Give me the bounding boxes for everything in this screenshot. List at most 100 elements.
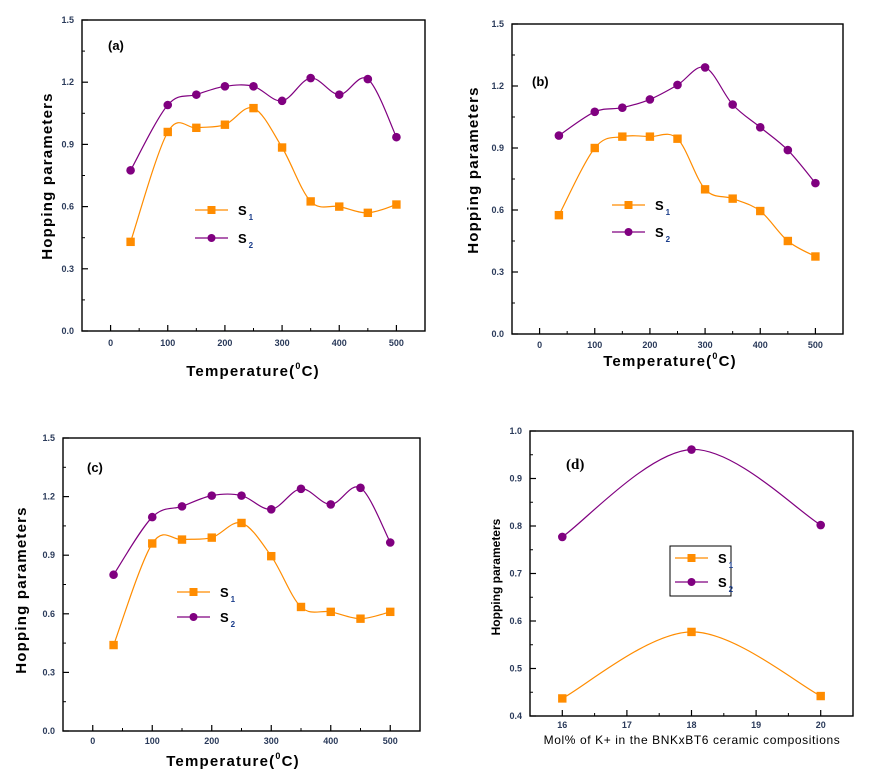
y-tick-label: 1.0: [509, 426, 522, 436]
series-line-s2: [130, 77, 397, 171]
legend-marker-s2: [207, 234, 216, 242]
data-point-s1: [109, 640, 118, 650]
data-point-s2: [673, 80, 682, 90]
plot-frame: [511, 23, 844, 335]
data-point-s2: [811, 178, 820, 188]
x-tick-label: 20: [816, 720, 826, 730]
data-point-s1: [558, 694, 567, 703]
data-point-s2: [126, 166, 135, 175]
y-tick-label: 1.2: [42, 492, 55, 502]
legend-label-main: S: [220, 610, 229, 625]
data-point-s2: [728, 100, 737, 109]
legend-label-subscript: 2: [249, 241, 254, 250]
legend-marker-s1: [687, 554, 696, 562]
y-tick-label: 0.7: [509, 569, 522, 579]
x-tick-label: 500: [383, 736, 398, 746]
x-axis-title-unit: C): [719, 353, 737, 370]
x-tick-label: 200: [204, 736, 219, 746]
legend-label-main: S: [718, 551, 727, 566]
data-point-s1: [296, 602, 306, 612]
series-line-s1: [558, 133, 816, 258]
x-axis-title: Temperature(0C): [603, 351, 737, 370]
y-tick-label: 0.4: [509, 711, 522, 721]
data-point-s2: [392, 132, 401, 142]
x-axis-title-degree: 0: [295, 361, 301, 371]
legend-marker-s2: [624, 228, 633, 236]
x-tick-label: 0: [108, 338, 113, 348]
legend-box: [669, 545, 732, 597]
data-point-s2: [249, 82, 258, 91]
series-line-s2: [561, 448, 822, 538]
plot-frame: [81, 19, 426, 332]
data-point-s1: [177, 535, 187, 544]
x-tick-label: 500: [808, 340, 823, 350]
data-point-s2: [163, 100, 173, 110]
y-tick-label: 0.0: [61, 326, 74, 336]
data-point-s1: [277, 143, 287, 152]
legend-marker-s1: [624, 201, 633, 209]
y-tick-label: 0.0: [491, 329, 504, 339]
legend-marker-s2: [687, 578, 696, 586]
y-tick-label: 0.9: [42, 550, 55, 560]
data-point-s1: [237, 518, 246, 528]
data-point-s1: [326, 607, 335, 617]
x-tick-label: 500: [389, 338, 404, 348]
y-tick-label: 0.3: [491, 267, 504, 277]
data-point-s1: [811, 252, 820, 261]
plot-frame: [62, 437, 421, 732]
y-tick-label: 0.5: [509, 664, 522, 674]
series-line-s1: [130, 106, 397, 242]
x-axis-title-degree: 0: [712, 351, 718, 361]
data-point-s2: [554, 131, 564, 140]
data-point-s1: [249, 103, 258, 113]
y-tick-label: 0.6: [491, 205, 504, 215]
y-tick-label: 1.5: [491, 19, 504, 29]
x-tick-label: 200: [217, 338, 232, 348]
x-tick-label: 0: [90, 736, 95, 746]
panel-label: (b): [532, 74, 549, 89]
data-point-s1: [363, 208, 373, 218]
series-line-s1: [562, 631, 821, 699]
data-point-s1: [554, 210, 564, 220]
legend-label-subscript: 1: [249, 213, 254, 222]
x-tick-label: 100: [160, 338, 175, 348]
data-point-s2: [296, 484, 306, 494]
x-tick-label: 19: [751, 720, 761, 730]
data-point-s2: [356, 483, 365, 493]
data-point-s2: [783, 145, 793, 155]
chart-panel-a: 0.0 0.3 0.6 0.9 1.2 1.5 0 100 200 300 400 500 (a) Hop…: [39, 15, 426, 380]
y-tick-label: 0.6: [42, 609, 55, 619]
panel-label: (a): [108, 38, 124, 53]
data-point-s1: [163, 127, 172, 137]
y-tick-label: 0.9: [61, 139, 74, 149]
data-point-s2: [590, 107, 600, 117]
legend: S 1S 2: [177, 585, 236, 629]
y-tick-label: 1.5: [61, 15, 74, 25]
x-tick-label: 16: [557, 720, 567, 730]
data-point-s2: [306, 73, 315, 83]
x-tick-label: 100: [145, 736, 160, 746]
data-point-s2: [326, 500, 336, 509]
x-tick-label: 300: [264, 736, 279, 746]
legend-label-subscript: 2: [666, 235, 671, 244]
data-point-s1: [126, 237, 135, 247]
x-tick-label: 0: [537, 340, 542, 350]
data-point-s2: [687, 445, 696, 454]
data-point-s2: [363, 74, 373, 84]
x-axis-title: Mol% of K+ in the BNKxBT6 ceramic compos…: [544, 733, 841, 747]
legend-label-subscript: 1: [231, 595, 236, 604]
legend-marker-s1: [189, 588, 198, 596]
x-tick-label: 200: [642, 340, 657, 350]
data-point-s2: [220, 82, 230, 91]
data-point-s1: [192, 123, 201, 133]
data-point-s1: [335, 202, 344, 211]
data-point-s2: [207, 491, 217, 500]
x-tick-label: 17: [622, 720, 632, 730]
series-line-s2: [558, 66, 816, 184]
x-tick-label: 400: [323, 736, 338, 746]
y-tick-label: 1.5: [42, 433, 55, 443]
